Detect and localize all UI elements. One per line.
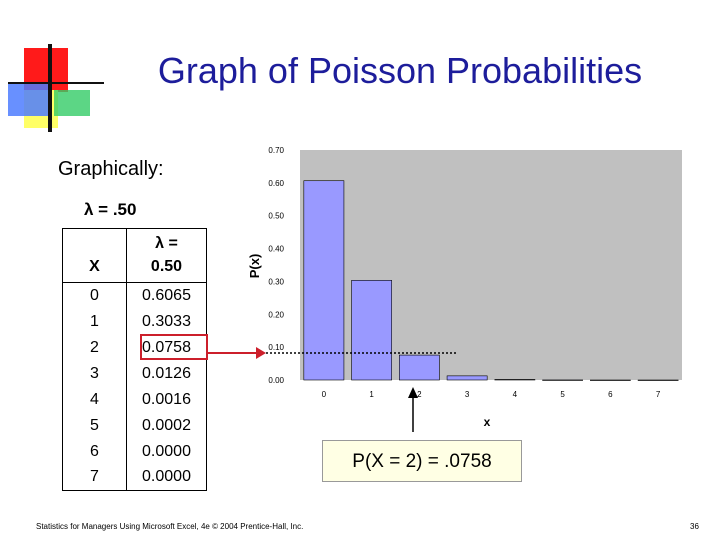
decor-h-line [8, 82, 104, 84]
bar-3 [446, 375, 488, 381]
y-axis-label: P(x) [247, 254, 262, 279]
table-row: 7 0.0000 [62, 464, 207, 491]
highlight-box [140, 334, 208, 360]
y-tick-label: 0.00 [268, 376, 284, 385]
x-tick-label: 4 [513, 390, 518, 399]
header-x: X [62, 228, 127, 283]
table-row: 4 0.0016 [62, 386, 207, 413]
bar-6 [590, 379, 631, 381]
bar-4 [494, 379, 536, 381]
x-axis-label: x [484, 415, 491, 429]
table-row: 0 0.6065 [62, 282, 207, 309]
x-tick-label: 1 [369, 390, 374, 399]
x-tick-label: 6 [608, 390, 613, 399]
probability-callout: P(X = 2) = .0758 [322, 440, 522, 482]
table-row: 3 0.0126 [62, 360, 207, 387]
arrow-up-head [408, 387, 418, 398]
slide-title: Graph of Poisson Probabilities [157, 50, 643, 91]
bar-1 [351, 280, 392, 381]
y-tick-label: 0.20 [268, 310, 284, 319]
y-tick-label: 0.60 [268, 179, 284, 188]
bar-5 [542, 379, 583, 381]
y-tick-label: 0.50 [268, 212, 284, 221]
lambda-label: λ = .50 [84, 200, 137, 219]
poisson-table: X λ = 0.50 0 0.6065 1 0.3033 2 0.0758 3 0.01… [62, 228, 207, 491]
x-tick-label: 7 [656, 390, 661, 399]
x-tick-label: 2 [417, 390, 422, 399]
footer-text: Statistics for Managers Using Microsoft … [36, 522, 304, 531]
decor-blue-square [8, 82, 48, 116]
bar-2 [399, 354, 440, 381]
bar-0 [303, 180, 345, 381]
bar-7 [637, 379, 679, 381]
y-tick-label: 0.30 [268, 277, 284, 286]
x-tick-label: 3 [465, 390, 470, 399]
x-tick-label: 5 [560, 390, 565, 399]
table-row: 6 0.0000 [62, 438, 207, 465]
x-tick-label: 0 [322, 390, 327, 399]
decor-v-line [48, 44, 52, 132]
table-row: 2 0.0758 [62, 334, 207, 361]
slide-subtitle: Graphically: [58, 158, 164, 180]
y-tick-label: 0.70 [268, 146, 284, 155]
decor-green-square [54, 90, 90, 116]
table-header-row: X λ = 0.50 [62, 228, 207, 283]
header-p: λ = 0.50 [126, 228, 207, 283]
page-number: 36 [690, 522, 699, 531]
y-tick-label: 0.10 [268, 343, 284, 352]
y-tick-label: 0.40 [268, 245, 284, 254]
table-row: 5 0.0002 [62, 412, 207, 439]
arrow-head [256, 347, 266, 359]
table-row: 1 0.3033 [62, 308, 207, 335]
